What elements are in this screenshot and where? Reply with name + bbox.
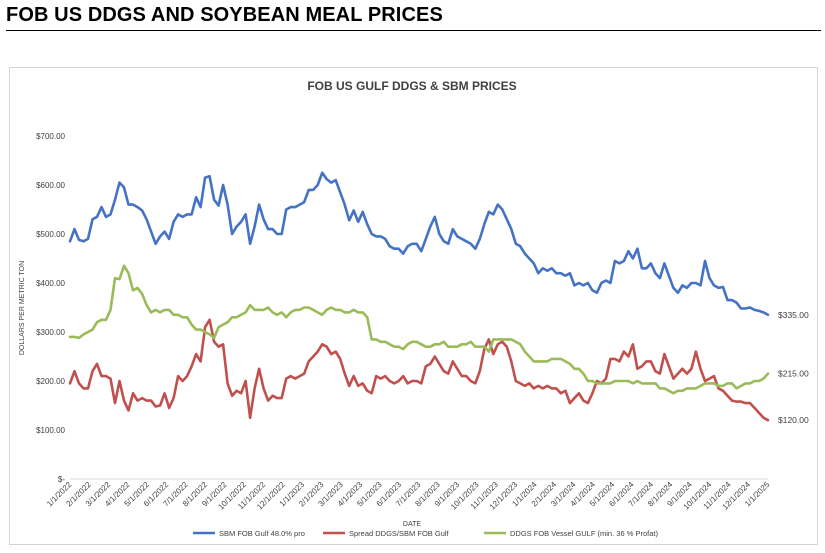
series-line-0 [68, 171, 770, 317]
chart-title: FOB US GULF DDGS & SBM PRICES [307, 79, 516, 93]
legend-entry: Spread DDGS/SBM FOB Gulf [349, 529, 450, 538]
y-tick-label: $100.00 [36, 426, 65, 435]
series-end-label: $335.00 [778, 310, 809, 320]
y-tick-label: $- [58, 475, 65, 484]
end-labels: $335.00 $120.00 $215.00 [778, 310, 809, 425]
series-lines [68, 171, 770, 422]
y-tick-label: $500.00 [36, 230, 65, 239]
y-tick-label: $600.00 [36, 181, 65, 190]
title-divider [6, 30, 821, 31]
x-axis-label: DATE [403, 521, 421, 528]
x-axis-ticks: 1/1/20222/1/20223/1/20224/1/20225/1/2022… [45, 480, 772, 512]
page-title: FOB US DDGS AND SOYBEAN MEAL PRICES [6, 4, 443, 26]
series-line-1 [68, 318, 770, 422]
series-end-label: $120.00 [778, 415, 809, 425]
y-tick-label: $700.00 [36, 132, 65, 141]
legend-entry: DDGS FOB Vessel GULF (min. 36 % Profat) [510, 529, 658, 538]
y-tick-label: $400.00 [36, 279, 65, 288]
y-tick-label: $300.00 [36, 328, 65, 337]
y-axis-label: DOLLARS PER METRIC TON [19, 261, 26, 355]
legend-entry: SBM FOB Gulf 48.0% pro [219, 529, 305, 538]
y-axis-ticks: $- $100.00 $200.00 $300.00 $400.00 $500.00 $60… [36, 132, 65, 484]
price-line-chart: FOB US GULF DDGS & SBM PRICES $-$100.00$… [19, 79, 809, 538]
series-end-label: $215.00 [778, 369, 809, 379]
legend: SBM FOB Gulf 48.0% pro Spread DDGS/SBM FO… [193, 529, 658, 538]
chart-frame: FOB US GULF DDGS & SBM PRICES $- $100.00 $… [9, 67, 818, 545]
series-line-2 [68, 264, 770, 395]
y-tick-label: $200.00 [36, 377, 65, 386]
